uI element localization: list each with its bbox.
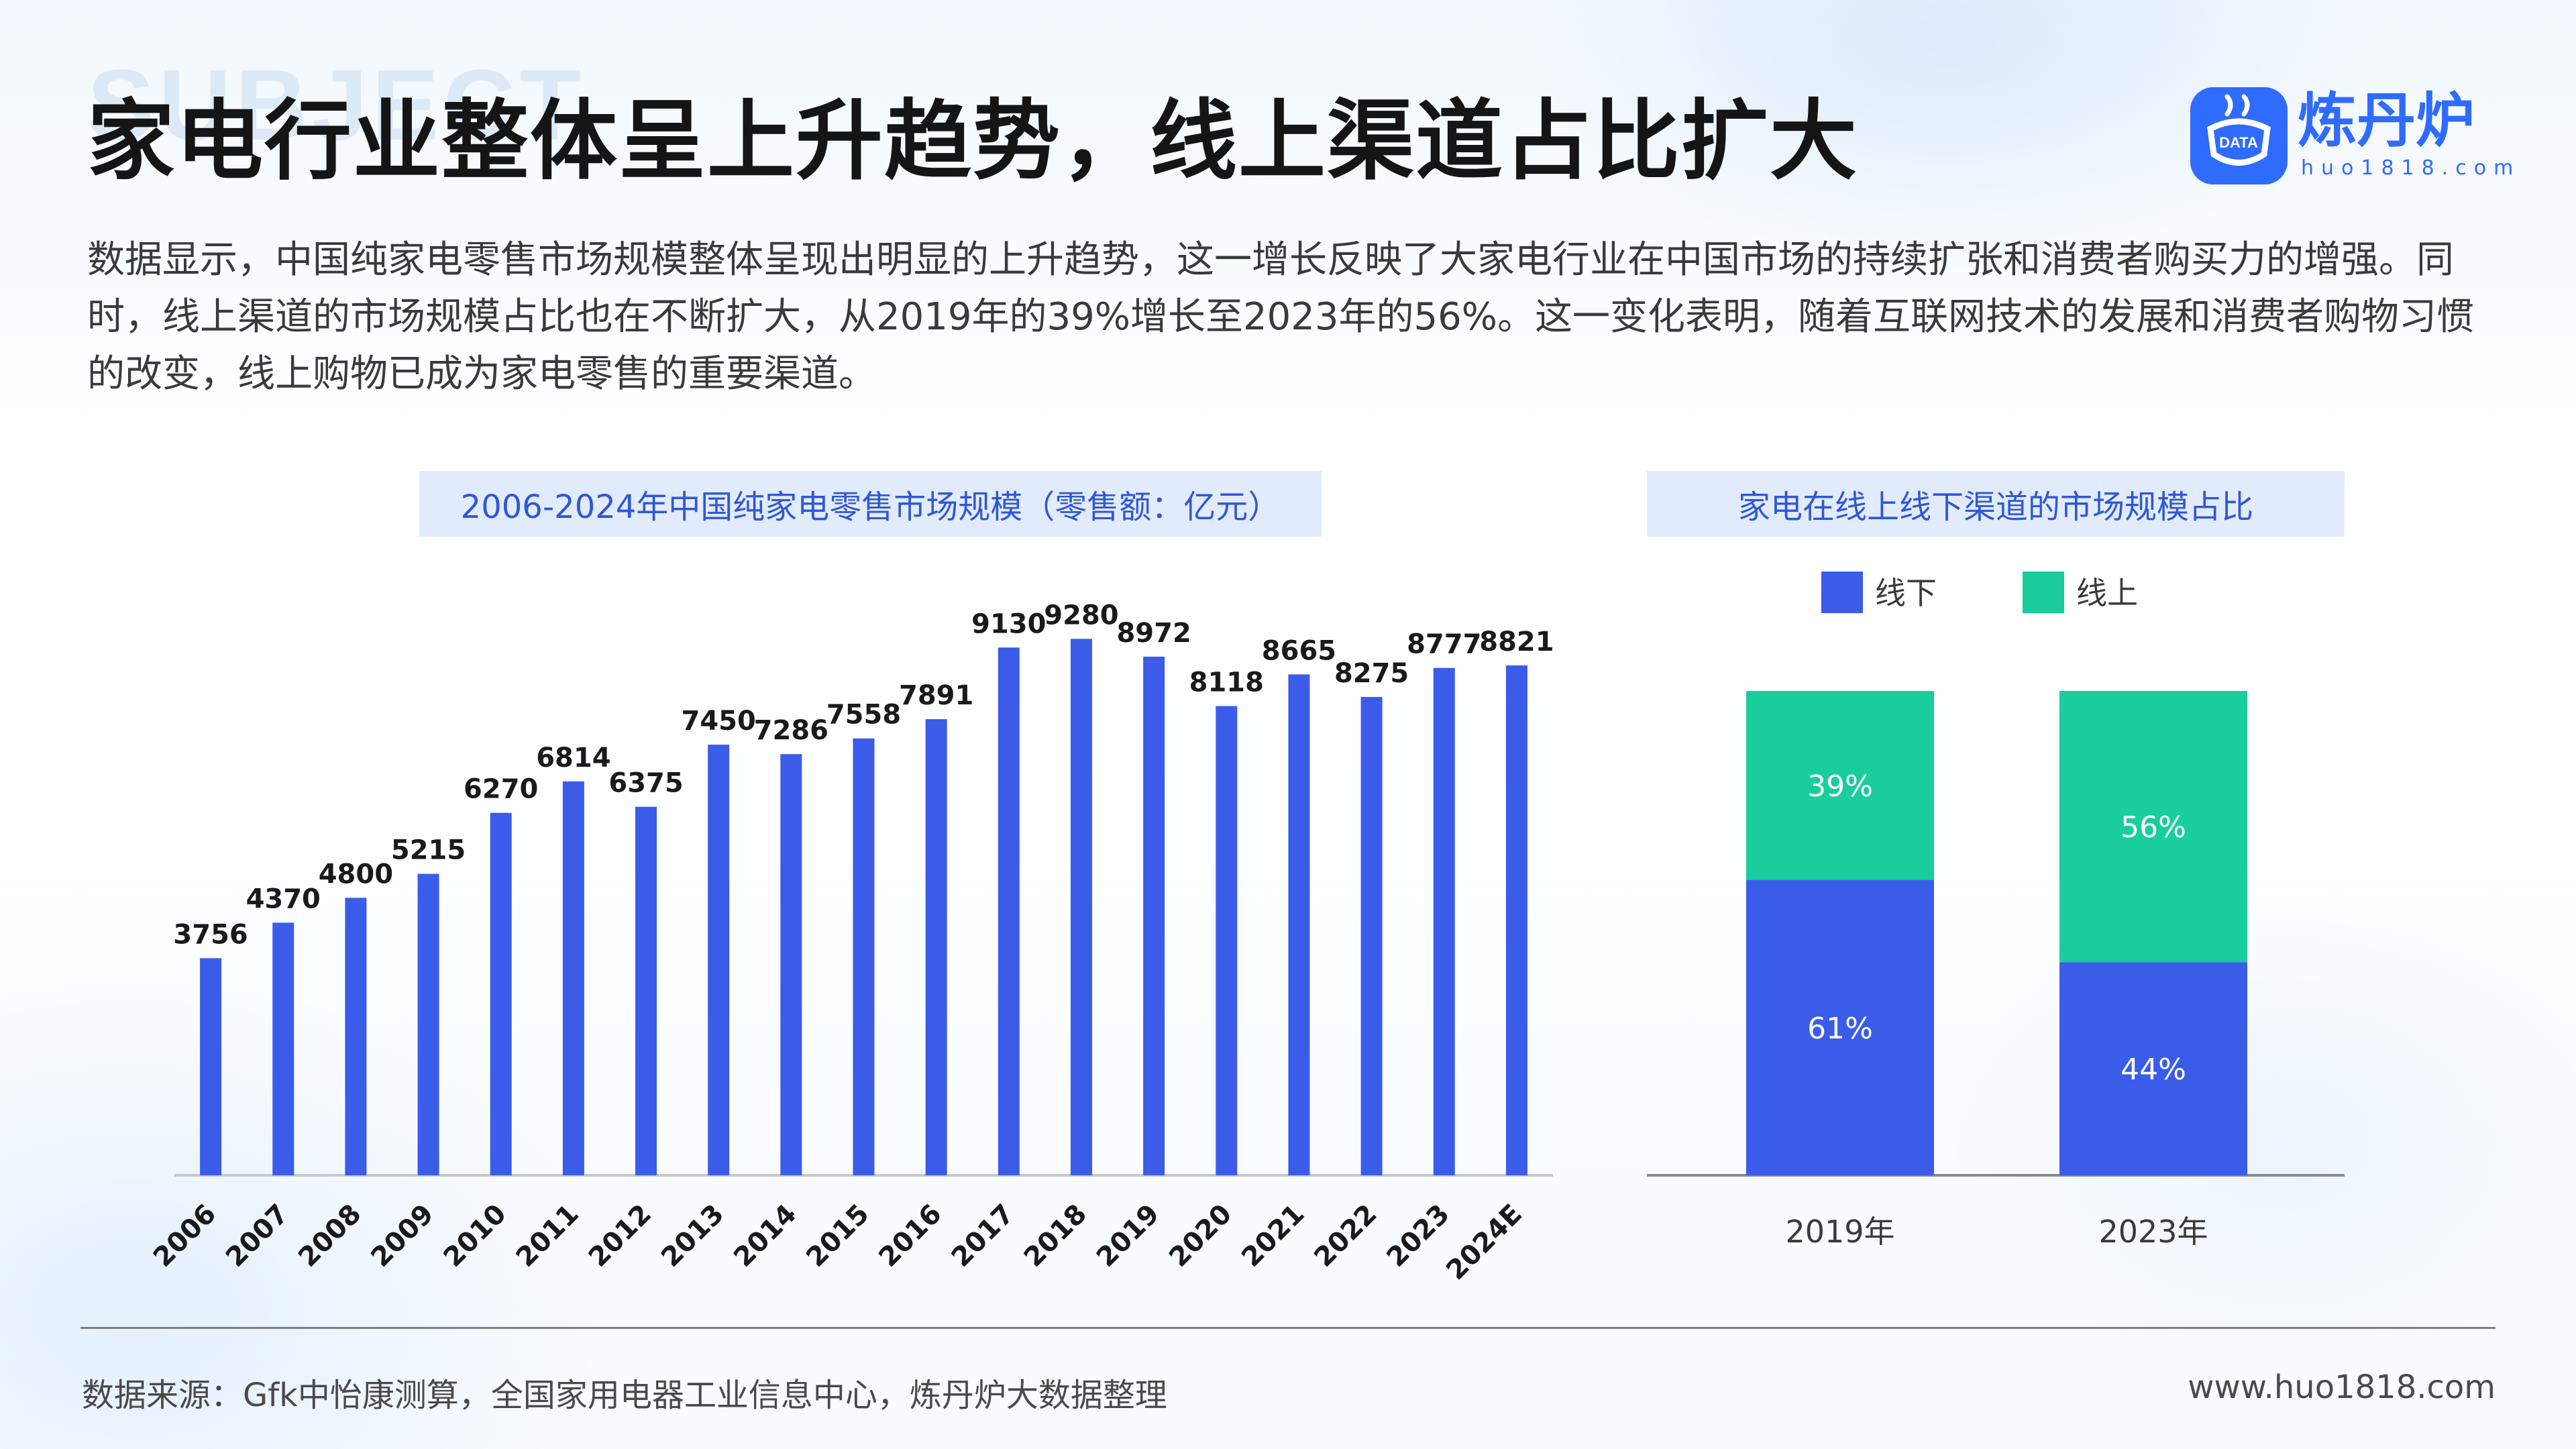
stack-category-label: 2023年 [2098, 1214, 2208, 1250]
brand-logo: DATA 炼丹炉 huo1818.com [2190, 84, 2513, 184]
stack-segment-online [2059, 691, 2247, 963]
bar-chart-title: 2006-2024年中国纯家电零售市场规模（零售额：亿元） [419, 471, 1322, 537]
bar-2024E [1505, 665, 1527, 1175]
stack-percent-label: 44% [2121, 1053, 2186, 1087]
bar-value-label: 7450 [682, 706, 756, 737]
logo-name: 炼丹炉 [2298, 86, 2475, 155]
bar-value-label: 7286 [754, 715, 828, 746]
bar-2010 [490, 812, 512, 1175]
bar-2016 [925, 719, 947, 1175]
cauldron-data-icon: DATA [2190, 87, 2288, 184]
intro-paragraph: 数据显示，中国纯家电零售市场规模整体呈现出明显的上升趋势，这一增长反映了大家电行… [87, 238, 2474, 396]
bar-2009 [417, 873, 439, 1175]
legend-label: 线下 [1875, 575, 1937, 611]
bar-value-label: 6270 [464, 774, 538, 805]
bar-value-label: 8821 [1479, 627, 1554, 657]
site-url: www.huo1818.com [2188, 1368, 2496, 1406]
bar-value-label: 4370 [246, 883, 321, 914]
bar-value-label: 9130 [971, 608, 1046, 639]
bar-2015 [853, 738, 875, 1175]
bar-2013 [708, 745, 730, 1175]
data-source-note: 数据来源：Gfk中怡康测算，全国家用电器工业信息中心，炼丹炉大数据整理 [82, 1377, 1167, 1414]
legend-swatch-online [2023, 572, 2064, 613]
bar-value-label: 6814 [536, 743, 610, 773]
share-chart-title: 家电在线上线下渠道的市场规模占比 [1647, 471, 2345, 537]
bar-value-label: 5215 [391, 835, 466, 866]
stack-segment-offline [2059, 962, 2247, 1175]
bar-2020 [1216, 706, 1238, 1175]
bar-value-label: 8118 [1189, 667, 1264, 698]
logo-badge-text: DATA [2219, 134, 2258, 151]
legend-label: 线上 [2076, 575, 2138, 611]
bar-2011 [562, 781, 584, 1175]
legend-swatch-offline [1821, 572, 1863, 613]
bar-2008 [345, 898, 367, 1175]
bar-value-label: 7891 [899, 680, 973, 711]
stack-segment-online [1746, 691, 1934, 880]
bar-value-label: 8777 [1407, 629, 1481, 660]
bar-2022 [1360, 696, 1383, 1175]
bar-value-label: 8972 [1116, 618, 1191, 649]
bar-2006 [200, 958, 222, 1175]
bar-value-label: 4800 [319, 859, 393, 890]
bar-2021 [1288, 674, 1310, 1175]
stack-category-label: 2019年 [1785, 1214, 1894, 1250]
bar-2017 [998, 647, 1020, 1175]
bar-value-label: 8275 [1334, 658, 1409, 689]
bar-value-label: 3756 [173, 919, 248, 950]
stack-percent-label: 39% [1807, 769, 1873, 804]
stack-percent-label: 56% [2121, 810, 2186, 845]
subject-watermark: SUBJECT [87, 48, 586, 161]
bar-2014 [780, 754, 802, 1175]
bar-value-label: 7558 [826, 700, 901, 731]
bar-value-label: 8665 [1262, 635, 1336, 666]
footer-divider [80, 1327, 2496, 1329]
bar-2007 [272, 922, 294, 1175]
bar-value-label: 9280 [1044, 600, 1118, 631]
bar-2012 [635, 806, 657, 1175]
bar-2018 [1070, 639, 1092, 1175]
stack-percent-label: 61% [1807, 1012, 1873, 1046]
bar-2023 [1433, 667, 1455, 1175]
stack-segment-offline [1746, 879, 1934, 1175]
bar-value-label: 6375 [608, 768, 683, 799]
logo-url: huo1818.com [2301, 156, 2521, 180]
bar-2019 [1143, 656, 1165, 1175]
page-title: 家电行业整体呈上升趋势，线上渠道占比扩大 [87, 90, 1859, 192]
